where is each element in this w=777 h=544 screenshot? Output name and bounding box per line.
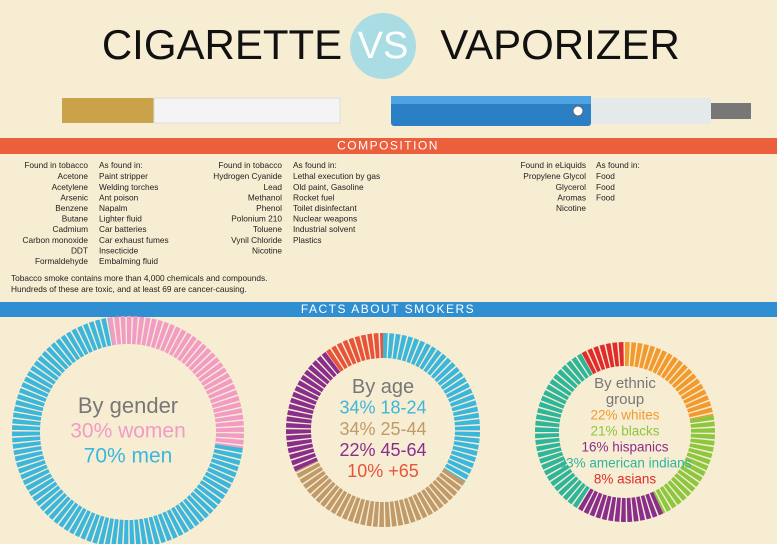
donut-title: By age — [352, 376, 414, 398]
found-in: Napalm — [99, 203, 128, 213]
donut-segment — [12, 317, 243, 544]
chemical: Acetone — [58, 171, 89, 181]
chemical: Vynil Chloride — [231, 235, 282, 245]
chemical: Polonium 210 — [231, 214, 282, 224]
chemical: Cadmium — [52, 224, 88, 234]
found-in: Paint stripper — [99, 171, 148, 181]
chemical: Hydrogen Cyanide — [213, 171, 282, 181]
found-in: Insecticide — [99, 245, 139, 255]
donut-title: By gender — [78, 393, 178, 418]
found-in: Plastics — [293, 235, 322, 245]
chemical: Benzene — [55, 203, 88, 213]
donut-title: By ethnic — [594, 375, 656, 392]
note: Tobacco smoke contains more than 4,000 c… — [11, 273, 267, 283]
chemical: Nicotine — [252, 245, 282, 255]
composition: Found in tobacco As found in: Acetone Paint… — [11, 160, 640, 294]
found-in: Toilet disinfectant — [293, 203, 357, 213]
segment-label: 33% american indians — [559, 455, 692, 470]
segment-label: 21% blacks — [590, 424, 659, 439]
donut-title: group — [606, 391, 644, 408]
donut-segment — [107, 316, 244, 449]
found-in: Industrial solvent — [293, 224, 356, 234]
found-in: Food — [596, 171, 615, 181]
chemical: Methanol — [248, 192, 282, 202]
chemical: Carbon monoxide — [23, 235, 89, 245]
found-in: Welding torches — [99, 182, 158, 192]
composition-title: COMPOSITION — [337, 139, 439, 153]
donut-segment — [535, 353, 594, 508]
column-header: As found in: — [596, 160, 640, 170]
note: Hundreds of these are toxic, and at leas… — [11, 284, 247, 294]
found-in: Rocket fuel — [293, 192, 335, 202]
chemical: Nicotine — [556, 203, 586, 213]
found-in: Lighter fluid — [99, 214, 142, 224]
title-vs: VS — [358, 25, 409, 67]
found-in: Embalming fluid — [99, 256, 158, 266]
column-header: As found in: — [99, 160, 143, 170]
chemical: Acetylene — [52, 182, 89, 192]
found-in: Food — [596, 182, 615, 192]
vs-circle — [350, 13, 416, 79]
facts-band — [0, 302, 777, 317]
found-in: Car batteries — [99, 224, 147, 234]
chemical: Formaldehyde — [35, 256, 88, 266]
segment-label: 22% 45-64 — [339, 440, 426, 460]
cigarette — [62, 97, 341, 124]
chemical: Arsenic — [60, 192, 88, 202]
vaporizer — [391, 96, 751, 126]
chemical: DDT — [71, 245, 88, 255]
found-in: Car exhaust fumes — [99, 235, 169, 245]
column-header: Found in eLiquids — [520, 160, 586, 170]
donut-segment — [652, 415, 715, 514]
composition-band — [0, 138, 777, 154]
chemical: Butane — [62, 214, 89, 224]
chemical: Aromas — [557, 192, 586, 202]
title-right: VAPORIZER — [440, 21, 680, 68]
found-in: Nuclear weapons — [293, 214, 357, 224]
segment-label: 30% women — [70, 420, 186, 443]
found-in: Old paint, Gasoline — [293, 182, 364, 192]
segment-label: 70% men — [84, 444, 173, 467]
column-header: As found in: — [293, 160, 337, 170]
segment-label: 8% asians — [594, 471, 657, 486]
chemical: Phenol — [256, 203, 282, 213]
donut-segment — [624, 342, 714, 421]
segment-label: 34% 18-24 — [339, 398, 426, 418]
segment-label: 34% 25-44 — [339, 419, 426, 439]
column-header: Found in tobacco — [218, 160, 282, 170]
chemical: Propylene Glycol — [523, 171, 586, 181]
found-in: Ant poison — [99, 192, 139, 202]
chemical: Glycerol — [556, 182, 587, 192]
column-header: Found in tobacco — [24, 160, 88, 170]
segment-label: 10% +65 — [347, 461, 419, 481]
facts-title: FACTS ABOUT SMOKERS — [301, 302, 475, 316]
chemical: Lead — [264, 182, 283, 192]
segment-label: 22% whites — [590, 408, 659, 423]
title-left: CIGARETTE — [102, 21, 342, 68]
donut-segment — [325, 333, 384, 373]
found-in: Food — [596, 192, 615, 202]
donut-segment — [286, 351, 342, 472]
segment-label: 16% hispanics — [581, 439, 668, 454]
donut-segment — [576, 487, 664, 522]
donut-segment — [581, 342, 626, 375]
donut-segment — [295, 460, 465, 527]
donut-segment — [382, 333, 480, 482]
found-in: Lethal execution by gas — [293, 171, 380, 181]
chemical: Toluene — [253, 224, 282, 234]
